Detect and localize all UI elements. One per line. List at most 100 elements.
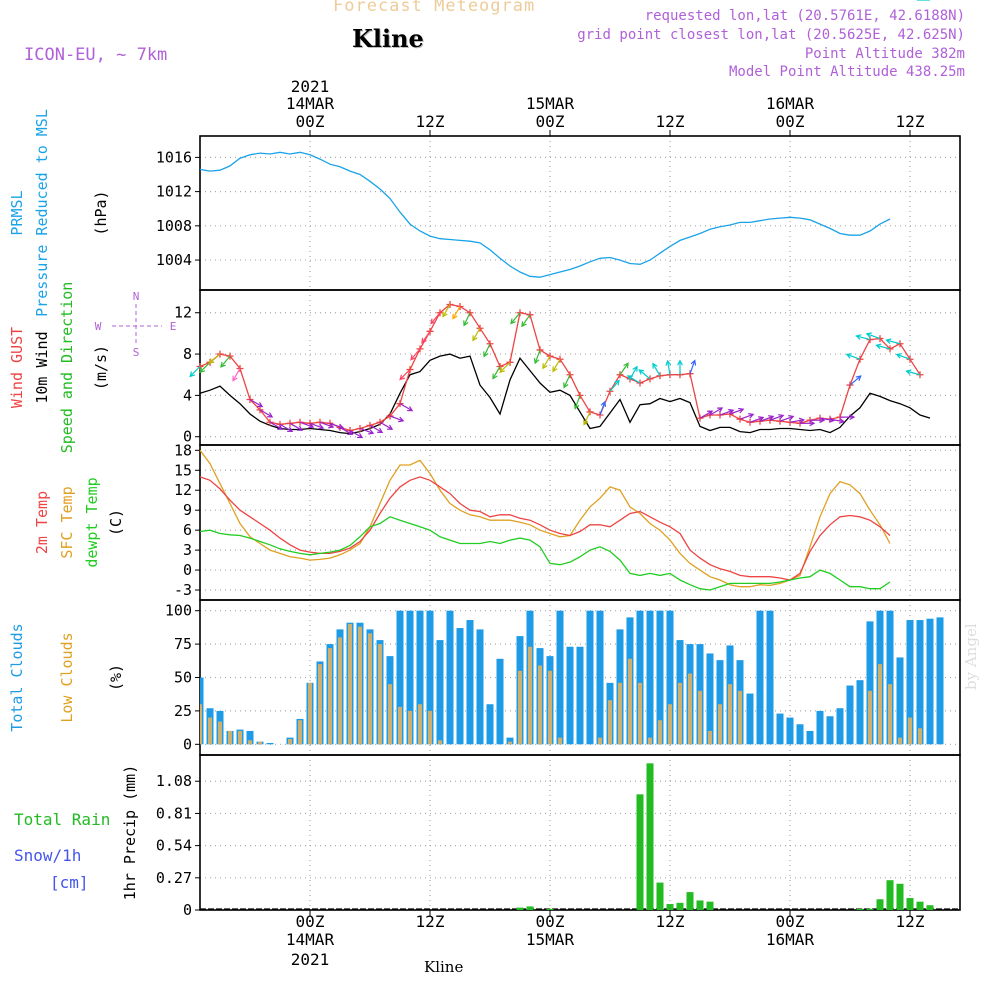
wind-ytick-label: 4 (183, 386, 192, 404)
low-cloud-bar (348, 624, 352, 745)
wind-arrow-head (855, 334, 862, 340)
total-cloud-bar (456, 628, 464, 745)
total-cloud-bar (836, 708, 844, 745)
gust-line-marker (566, 371, 574, 379)
temp2m-line (199, 476, 891, 581)
wind-axis-label: 10m Wind (33, 331, 51, 403)
wind-arrow (563, 374, 571, 389)
gust-line (199, 303, 921, 432)
wind-arrow-shaft (552, 358, 561, 372)
wind-arrow-shaft (709, 407, 723, 416)
wind-arrow-head (492, 373, 498, 380)
wind-arrow-head (690, 359, 697, 366)
title-top: Forecast Meteogram (333, 0, 536, 16)
wind-arrow-shaft (499, 361, 511, 373)
clouds-axis-label: Total Clouds (8, 623, 26, 731)
gust-line-marker (846, 381, 854, 389)
total-cloud-bar (746, 693, 754, 745)
pressure-ytick-label: 1012 (156, 183, 192, 201)
gust-line-marker (506, 358, 514, 366)
wind-arrow-shaft (339, 426, 353, 435)
precip-bar (546, 908, 554, 910)
low-cloud-bar (328, 648, 332, 745)
wind-arrow (269, 421, 284, 430)
wind-arrow-head (199, 367, 206, 374)
top-hour-label: 12Z (896, 112, 925, 131)
wind-arrow (749, 416, 765, 423)
wind-arrow-shaft (627, 375, 641, 384)
low-cloud-bar (288, 738, 292, 745)
wind-arrow (452, 306, 461, 320)
low-cloud-bar (868, 690, 872, 745)
wind-arrow-shaft (542, 355, 551, 369)
wind-arrow-shaft (399, 403, 413, 412)
precip-bar (676, 902, 684, 910)
low-cloud-bar (648, 737, 652, 745)
wind-arrow-head (895, 353, 902, 359)
gust-line-marker (556, 355, 564, 363)
low-cloud-bar (638, 682, 642, 745)
wind-arrow-shaft (359, 427, 374, 434)
precip-bar (926, 905, 934, 910)
precip-axis-label: 1hr Precip (mm) (121, 765, 139, 900)
precip-ytick-label: 1.08 (156, 772, 192, 790)
wind-arrow (709, 407, 724, 416)
temperature-ytick-label: 18 (174, 441, 192, 459)
wind-arrow (855, 334, 871, 341)
precip-bar (856, 908, 864, 910)
wind-arrow-head (865, 332, 872, 338)
precip-rain-label: Total Rain (14, 810, 110, 829)
temperature-ytick-label: 3 (183, 541, 192, 559)
bottom-year-label: 2021 (291, 950, 330, 969)
wind-arrow-shaft (906, 370, 921, 376)
requested-coords: requested lon,lat (20.5761E, 42.6188N) (644, 8, 965, 24)
total-cloud-bar (756, 610, 764, 745)
wind-arrow (895, 353, 911, 360)
total-cloud-bar (906, 620, 914, 745)
total-cloud-bar (926, 618, 934, 745)
wind-arrow (389, 415, 405, 423)
wind-axis-label: (m/s) (92, 345, 110, 390)
low-cloud-bar (378, 644, 382, 745)
total-cloud-bar (806, 730, 814, 745)
wind-arrow (719, 408, 735, 416)
precip-bar (866, 908, 874, 910)
wind-arrow-head (347, 429, 354, 436)
wind-arrow-head (748, 413, 755, 419)
wind-arrow (779, 415, 795, 422)
sfc-temp-line (199, 449, 891, 588)
wind-arrow-shaft (876, 344, 891, 350)
wind-arrow-head (387, 424, 394, 430)
low-cloud-bar (208, 717, 212, 745)
low-cloud-bar (248, 740, 252, 745)
low-cloud-bar (918, 728, 922, 745)
total-cloud-bar (466, 620, 474, 745)
bottom-hour-label: 00Z (776, 912, 805, 931)
model-label: ICON-EU, ~ 7km (24, 45, 168, 65)
precip-bar (516, 907, 524, 910)
wind-arrow-shaft (379, 421, 393, 430)
gust-line-marker (736, 415, 744, 423)
gust-line-marker (536, 346, 544, 354)
wind-arrow-shaft (269, 421, 283, 430)
wind-arrow (665, 359, 672, 375)
low-cloud-bar (528, 646, 532, 745)
pressure-axis-label: Pressure Reduced to MSL (33, 109, 51, 317)
wind-arrow-head (855, 375, 862, 381)
precip-snow-label: Snow/1h (14, 846, 81, 865)
wind-arrow (399, 369, 411, 381)
wind-arrow-head (452, 313, 458, 320)
total-cloud-bar (716, 660, 724, 745)
wind-arrow-shaft (510, 312, 521, 324)
wind-arrow (865, 332, 881, 340)
wind-arrow (573, 395, 581, 410)
precip-ytick-label: 0.81 (156, 804, 192, 822)
low-cloud-bar (308, 682, 312, 745)
wind-arrow-shaft (886, 339, 901, 345)
precip-bar (526, 906, 534, 910)
pressure-ytick-label: 1016 (156, 148, 192, 166)
wind-arrow (759, 415, 775, 422)
wind-arrow-head (472, 335, 478, 342)
wind-arrow (840, 414, 856, 421)
